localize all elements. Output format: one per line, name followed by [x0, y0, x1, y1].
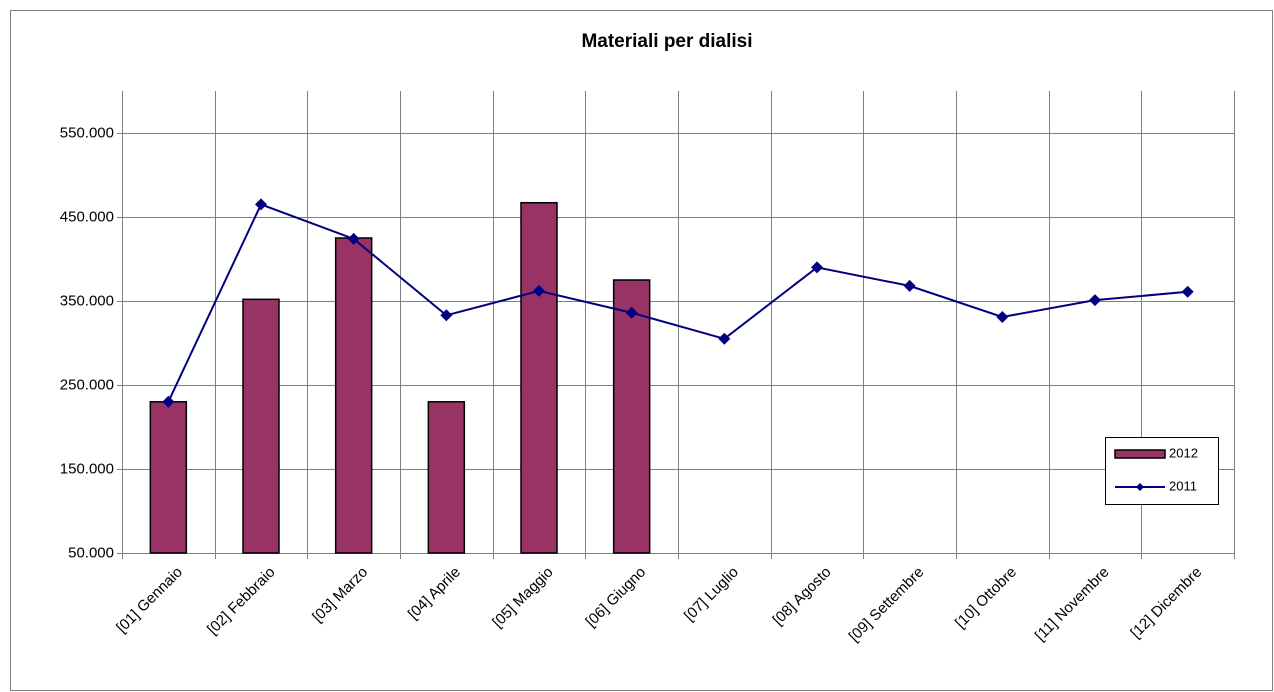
marker [1089, 294, 1101, 307]
bar [520, 201, 558, 554]
y-tick-label: 150.000 [60, 460, 114, 477]
chart-title: Materiali per dialisi [581, 31, 752, 52]
marker [811, 261, 823, 274]
marker [718, 332, 731, 345]
marker [162, 395, 175, 408]
y-tick-label: 550.000 [60, 124, 114, 141]
y-tick-label: 250.000 [60, 376, 114, 393]
legend-box [1105, 437, 1219, 505]
marker [625, 306, 638, 319]
marker [347, 232, 360, 245]
legend-swatch [1114, 449, 1166, 459]
marker [1181, 285, 1194, 298]
y-tick-label: 350.000 [60, 292, 114, 309]
bar [149, 401, 188, 554]
marker [996, 310, 1009, 323]
line [167, 203, 1188, 403]
bar [427, 401, 466, 554]
bar [334, 237, 373, 554]
bar [242, 298, 280, 554]
legend-label: 2011 [1169, 478, 1197, 493]
marker [440, 309, 453, 322]
y-tick-label: 50.000 [68, 544, 114, 561]
bar [612, 279, 651, 554]
marker [255, 198, 267, 211]
legend-marker [1136, 483, 1144, 491]
legend-label: 2012 [1169, 445, 1198, 460]
marker [533, 284, 545, 297]
y-tick-label: 450.000 [60, 208, 114, 225]
marker [903, 279, 916, 292]
